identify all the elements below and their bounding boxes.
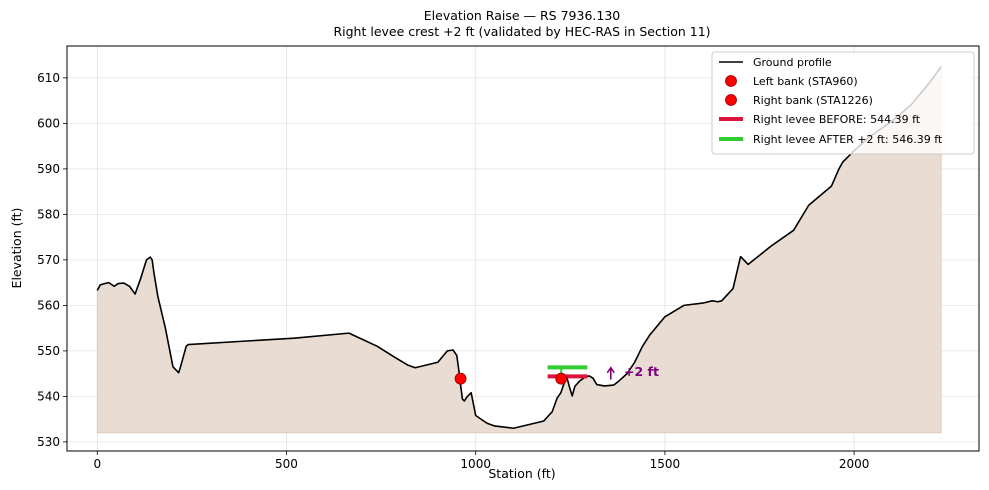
legend-entry-right-bank: Right bank (STA1226)	[753, 94, 873, 107]
right-bank-marker	[555, 372, 568, 385]
y-tick-label: 540	[37, 389, 60, 403]
legend-box	[711, 51, 975, 155]
y-tick-label: 550	[37, 344, 60, 358]
plot-frame	[66, 45, 980, 452]
legend-swatch-right-bank	[725, 94, 737, 106]
left-bank-marker	[454, 372, 467, 385]
legend-swatch-left-bank	[725, 75, 737, 87]
x-tick-label: 2000	[839, 457, 870, 471]
x-tick-label: 1500	[650, 457, 681, 471]
y-tick-label: 610	[37, 71, 60, 85]
y-tick-label: 590	[37, 162, 60, 176]
chart-subtitle: Right levee crest +2 ft (validated by HE…	[333, 24, 710, 39]
x-tick-label: 1000	[460, 457, 491, 471]
y-axis-label: Elevation (ft)	[9, 208, 24, 289]
y-tick-label: 600	[37, 116, 60, 130]
y-tick-label: 580	[37, 207, 60, 221]
x-tick-label: 500	[275, 457, 298, 471]
ground-profile-line	[96, 66, 942, 430]
y-tick-label: 560	[37, 298, 60, 312]
x-tick-label: 0	[93, 457, 101, 471]
y-tick-label: 530	[37, 435, 60, 449]
annotation-arrow-head	[606, 366, 615, 374]
legend-entry-ground-profile: Ground profile	[753, 56, 832, 69]
x-axis-label: Station (ft)	[488, 466, 555, 481]
annotation-text: +2 ft	[624, 364, 659, 379]
legend: Ground profile Left bank (STA960) Right …	[711, 51, 975, 155]
legend-entry-levee-after: Right levee AFTER +2 ft: 546.39 ft	[753, 133, 943, 146]
legend-entry-left-bank: Left bank (STA960)	[753, 75, 858, 88]
chart-title: Elevation Raise — RS 7936.130	[424, 8, 621, 23]
y-tick-label: 570	[37, 253, 60, 267]
legend-entry-levee-before: Right levee BEFORE: 544.39 ft	[753, 113, 921, 126]
